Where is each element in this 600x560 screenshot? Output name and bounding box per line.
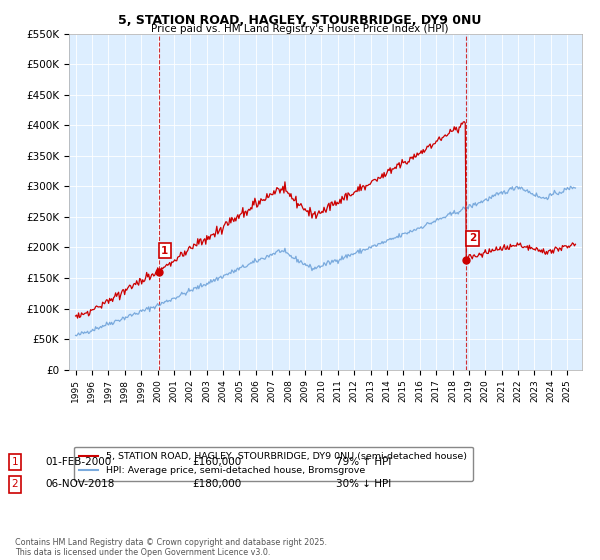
Text: 79% ↑ HPI: 79% ↑ HPI [336, 457, 391, 467]
Text: 2: 2 [469, 234, 476, 243]
Text: 5, STATION ROAD, HAGLEY, STOURBRIDGE, DY9 0NU: 5, STATION ROAD, HAGLEY, STOURBRIDGE, DY… [118, 14, 482, 27]
Text: 01-FEB-2000: 01-FEB-2000 [45, 457, 111, 467]
Text: £160,000: £160,000 [192, 457, 241, 467]
Text: 30% ↓ HPI: 30% ↓ HPI [336, 479, 391, 489]
Text: 1: 1 [11, 457, 19, 467]
Text: £180,000: £180,000 [192, 479, 241, 489]
Text: Contains HM Land Registry data © Crown copyright and database right 2025.
This d: Contains HM Land Registry data © Crown c… [15, 538, 327, 557]
Text: 1: 1 [161, 245, 169, 255]
Text: 2: 2 [11, 479, 19, 489]
Text: 06-NOV-2018: 06-NOV-2018 [45, 479, 115, 489]
Legend: 5, STATION ROAD, HAGLEY, STOURBRIDGE, DY9 0NU (semi-detached house), HPI: Averag: 5, STATION ROAD, HAGLEY, STOURBRIDGE, DY… [74, 446, 473, 480]
Text: Price paid vs. HM Land Registry's House Price Index (HPI): Price paid vs. HM Land Registry's House … [151, 24, 449, 34]
